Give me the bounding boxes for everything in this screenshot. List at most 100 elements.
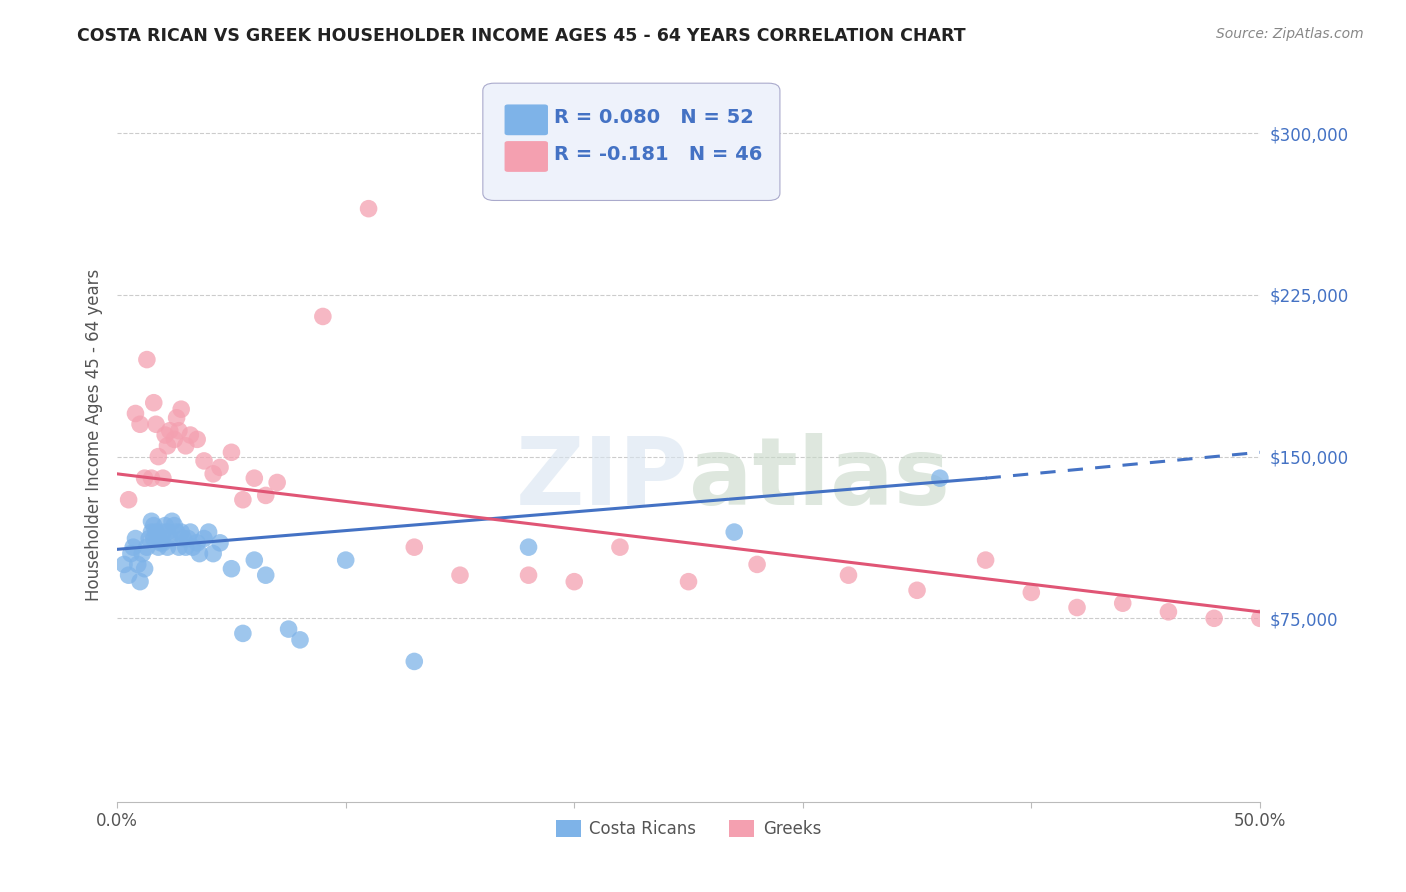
Point [124, 407, 146, 421]
FancyBboxPatch shape [482, 83, 780, 201]
Point [221, 562, 243, 576]
Point [1066, 600, 1088, 615]
Point [166, 524, 188, 539]
Point [186, 536, 208, 550]
Point [145, 417, 167, 432]
Point [254, 568, 277, 582]
Point [745, 558, 768, 572]
Text: R = 0.080   N = 52: R = 0.080 N = 52 [554, 108, 754, 128]
Point [152, 471, 174, 485]
Point [149, 536, 172, 550]
Point [1249, 611, 1271, 625]
Point [208, 460, 231, 475]
Point [172, 532, 194, 546]
Point [153, 518, 176, 533]
Point [928, 471, 950, 485]
Point [124, 532, 146, 546]
Point [1112, 596, 1135, 610]
Point [609, 540, 631, 554]
Point [134, 471, 156, 485]
FancyBboxPatch shape [505, 141, 548, 172]
Point [678, 574, 700, 589]
Text: Source: ZipAtlas.com: Source: ZipAtlas.com [1216, 27, 1364, 41]
Point [112, 558, 135, 572]
Point [120, 547, 142, 561]
Point [837, 568, 859, 582]
Point [188, 547, 211, 561]
Point [159, 424, 181, 438]
Y-axis label: Householder Income Ages 45 - 64 years: Householder Income Ages 45 - 64 years [86, 268, 103, 601]
Point [135, 540, 157, 554]
Text: COSTA RICAN VS GREEK HOUSEHOLDER INCOME AGES 45 - 64 YEARS CORRELATION CHART: COSTA RICAN VS GREEK HOUSEHOLDER INCOME … [77, 27, 966, 45]
Point [141, 471, 163, 485]
Point [156, 524, 179, 539]
Point [1157, 605, 1180, 619]
Point [138, 532, 160, 546]
Point [166, 410, 188, 425]
Text: atlas: atlas [689, 433, 949, 525]
Point [134, 562, 156, 576]
Point [243, 553, 266, 567]
Point [179, 428, 201, 442]
Point [277, 622, 299, 636]
Point [160, 514, 183, 528]
Point [145, 524, 167, 539]
Point [335, 553, 357, 567]
Point [117, 568, 139, 582]
Point [174, 540, 197, 554]
Point [517, 568, 540, 582]
Point [129, 574, 152, 589]
Point [170, 402, 193, 417]
Point [135, 352, 157, 367]
Point [193, 454, 215, 468]
Point [312, 310, 335, 324]
Point [170, 524, 193, 539]
Point [174, 439, 197, 453]
Point [153, 428, 176, 442]
Point [163, 433, 186, 447]
Point [266, 475, 288, 490]
Point [905, 583, 928, 598]
Text: R = -0.181   N = 46: R = -0.181 N = 46 [554, 145, 762, 164]
Point [723, 524, 745, 539]
Point [148, 529, 170, 543]
Point [159, 532, 181, 546]
Point [148, 540, 170, 554]
Point [156, 540, 179, 554]
Point [122, 540, 145, 554]
Point [208, 536, 231, 550]
Point [404, 540, 426, 554]
Point [288, 632, 311, 647]
Point [131, 547, 153, 561]
Point [141, 514, 163, 528]
Point [141, 524, 163, 539]
Point [167, 424, 190, 438]
Point [202, 547, 225, 561]
Point [142, 532, 165, 546]
Point [186, 433, 208, 447]
Point [142, 395, 165, 409]
Point [1021, 585, 1043, 599]
Text: ZIP: ZIP [516, 433, 689, 525]
Point [177, 532, 200, 546]
Point [232, 492, 254, 507]
Point [148, 450, 170, 464]
Point [181, 540, 204, 554]
Point [167, 540, 190, 554]
Point [142, 518, 165, 533]
Point [179, 524, 201, 539]
Point [117, 492, 139, 507]
Point [127, 558, 149, 572]
Legend: Costa Ricans, Greeks: Costa Ricans, Greeks [550, 813, 828, 845]
Point [243, 471, 266, 485]
FancyBboxPatch shape [505, 104, 548, 136]
Point [152, 524, 174, 539]
Point [152, 536, 174, 550]
Point [357, 202, 380, 216]
Point [193, 532, 215, 546]
Point [232, 626, 254, 640]
Point [517, 540, 540, 554]
Point [221, 445, 243, 459]
Point [974, 553, 997, 567]
Point [562, 574, 585, 589]
